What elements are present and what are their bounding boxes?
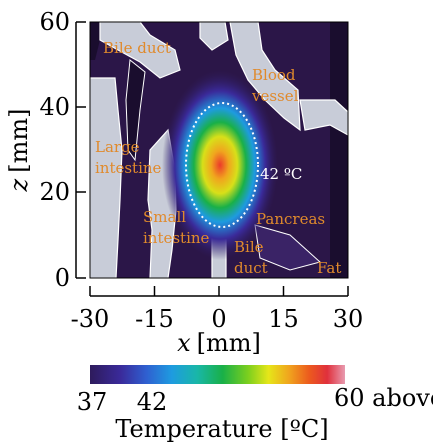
x-tick-15: 15 bbox=[268, 305, 299, 333]
heating-zone bbox=[162, 70, 278, 260]
label-isotherm: 42 ºC bbox=[260, 165, 302, 183]
x-tick-neg30: -30 bbox=[71, 305, 110, 333]
plot-area bbox=[90, 22, 348, 278]
isotherm-42 bbox=[185, 102, 259, 228]
label-large-intestine-1: Large bbox=[95, 138, 140, 156]
y-tick-40: 40 bbox=[39, 93, 70, 121]
y-axis: 60 40 20 0 z[mm] bbox=[5, 8, 86, 292]
label-pancreas: Pancreas bbox=[256, 210, 325, 228]
label-small-intestine-2: intestine bbox=[143, 229, 210, 247]
label-large-intestine-2: intestine bbox=[95, 159, 162, 177]
colorbar-tick-37: 37 bbox=[77, 388, 108, 416]
label-bile-1: Bile bbox=[234, 238, 264, 256]
label-blood-vessel-1: Blood bbox=[252, 66, 296, 84]
blood-vessel-region bbox=[229, 22, 301, 132]
x-axis: -30 -15 0 15 30 x [mm] bbox=[71, 286, 364, 357]
x-tick-0: 0 bbox=[211, 305, 226, 333]
label-small-intestine-1: Small bbox=[143, 208, 186, 226]
colorbar-gradient bbox=[90, 365, 345, 384]
x-tick-neg15: -15 bbox=[135, 305, 174, 333]
y-tick-60: 60 bbox=[39, 8, 70, 36]
label-fat: Fat bbox=[317, 259, 341, 277]
label-bile-2: duct bbox=[234, 259, 268, 277]
plot-frame bbox=[89, 21, 349, 279]
large-intestine-region bbox=[90, 77, 123, 278]
y-tick-20: 20 bbox=[39, 178, 70, 206]
colorbar-tick-60-above: 60 above bbox=[334, 384, 433, 412]
label-bile-duct-top: Bile duct bbox=[103, 39, 171, 57]
colorbar-tick-42: 42 bbox=[137, 388, 168, 416]
x-tick-30: 30 bbox=[333, 305, 364, 333]
y-tick-0: 0 bbox=[55, 264, 70, 292]
x-axis-title: x [mm] bbox=[177, 329, 261, 357]
colorbar-title: Temperature [ºC] bbox=[115, 415, 328, 442]
label-blood-vessel-2: vessel bbox=[251, 87, 299, 105]
colorbar: 37 42 60 above Temperature [ºC] bbox=[77, 365, 433, 443]
y-axis-title: z[mm] bbox=[5, 109, 33, 193]
bile-duct-top-region bbox=[99, 22, 181, 79]
